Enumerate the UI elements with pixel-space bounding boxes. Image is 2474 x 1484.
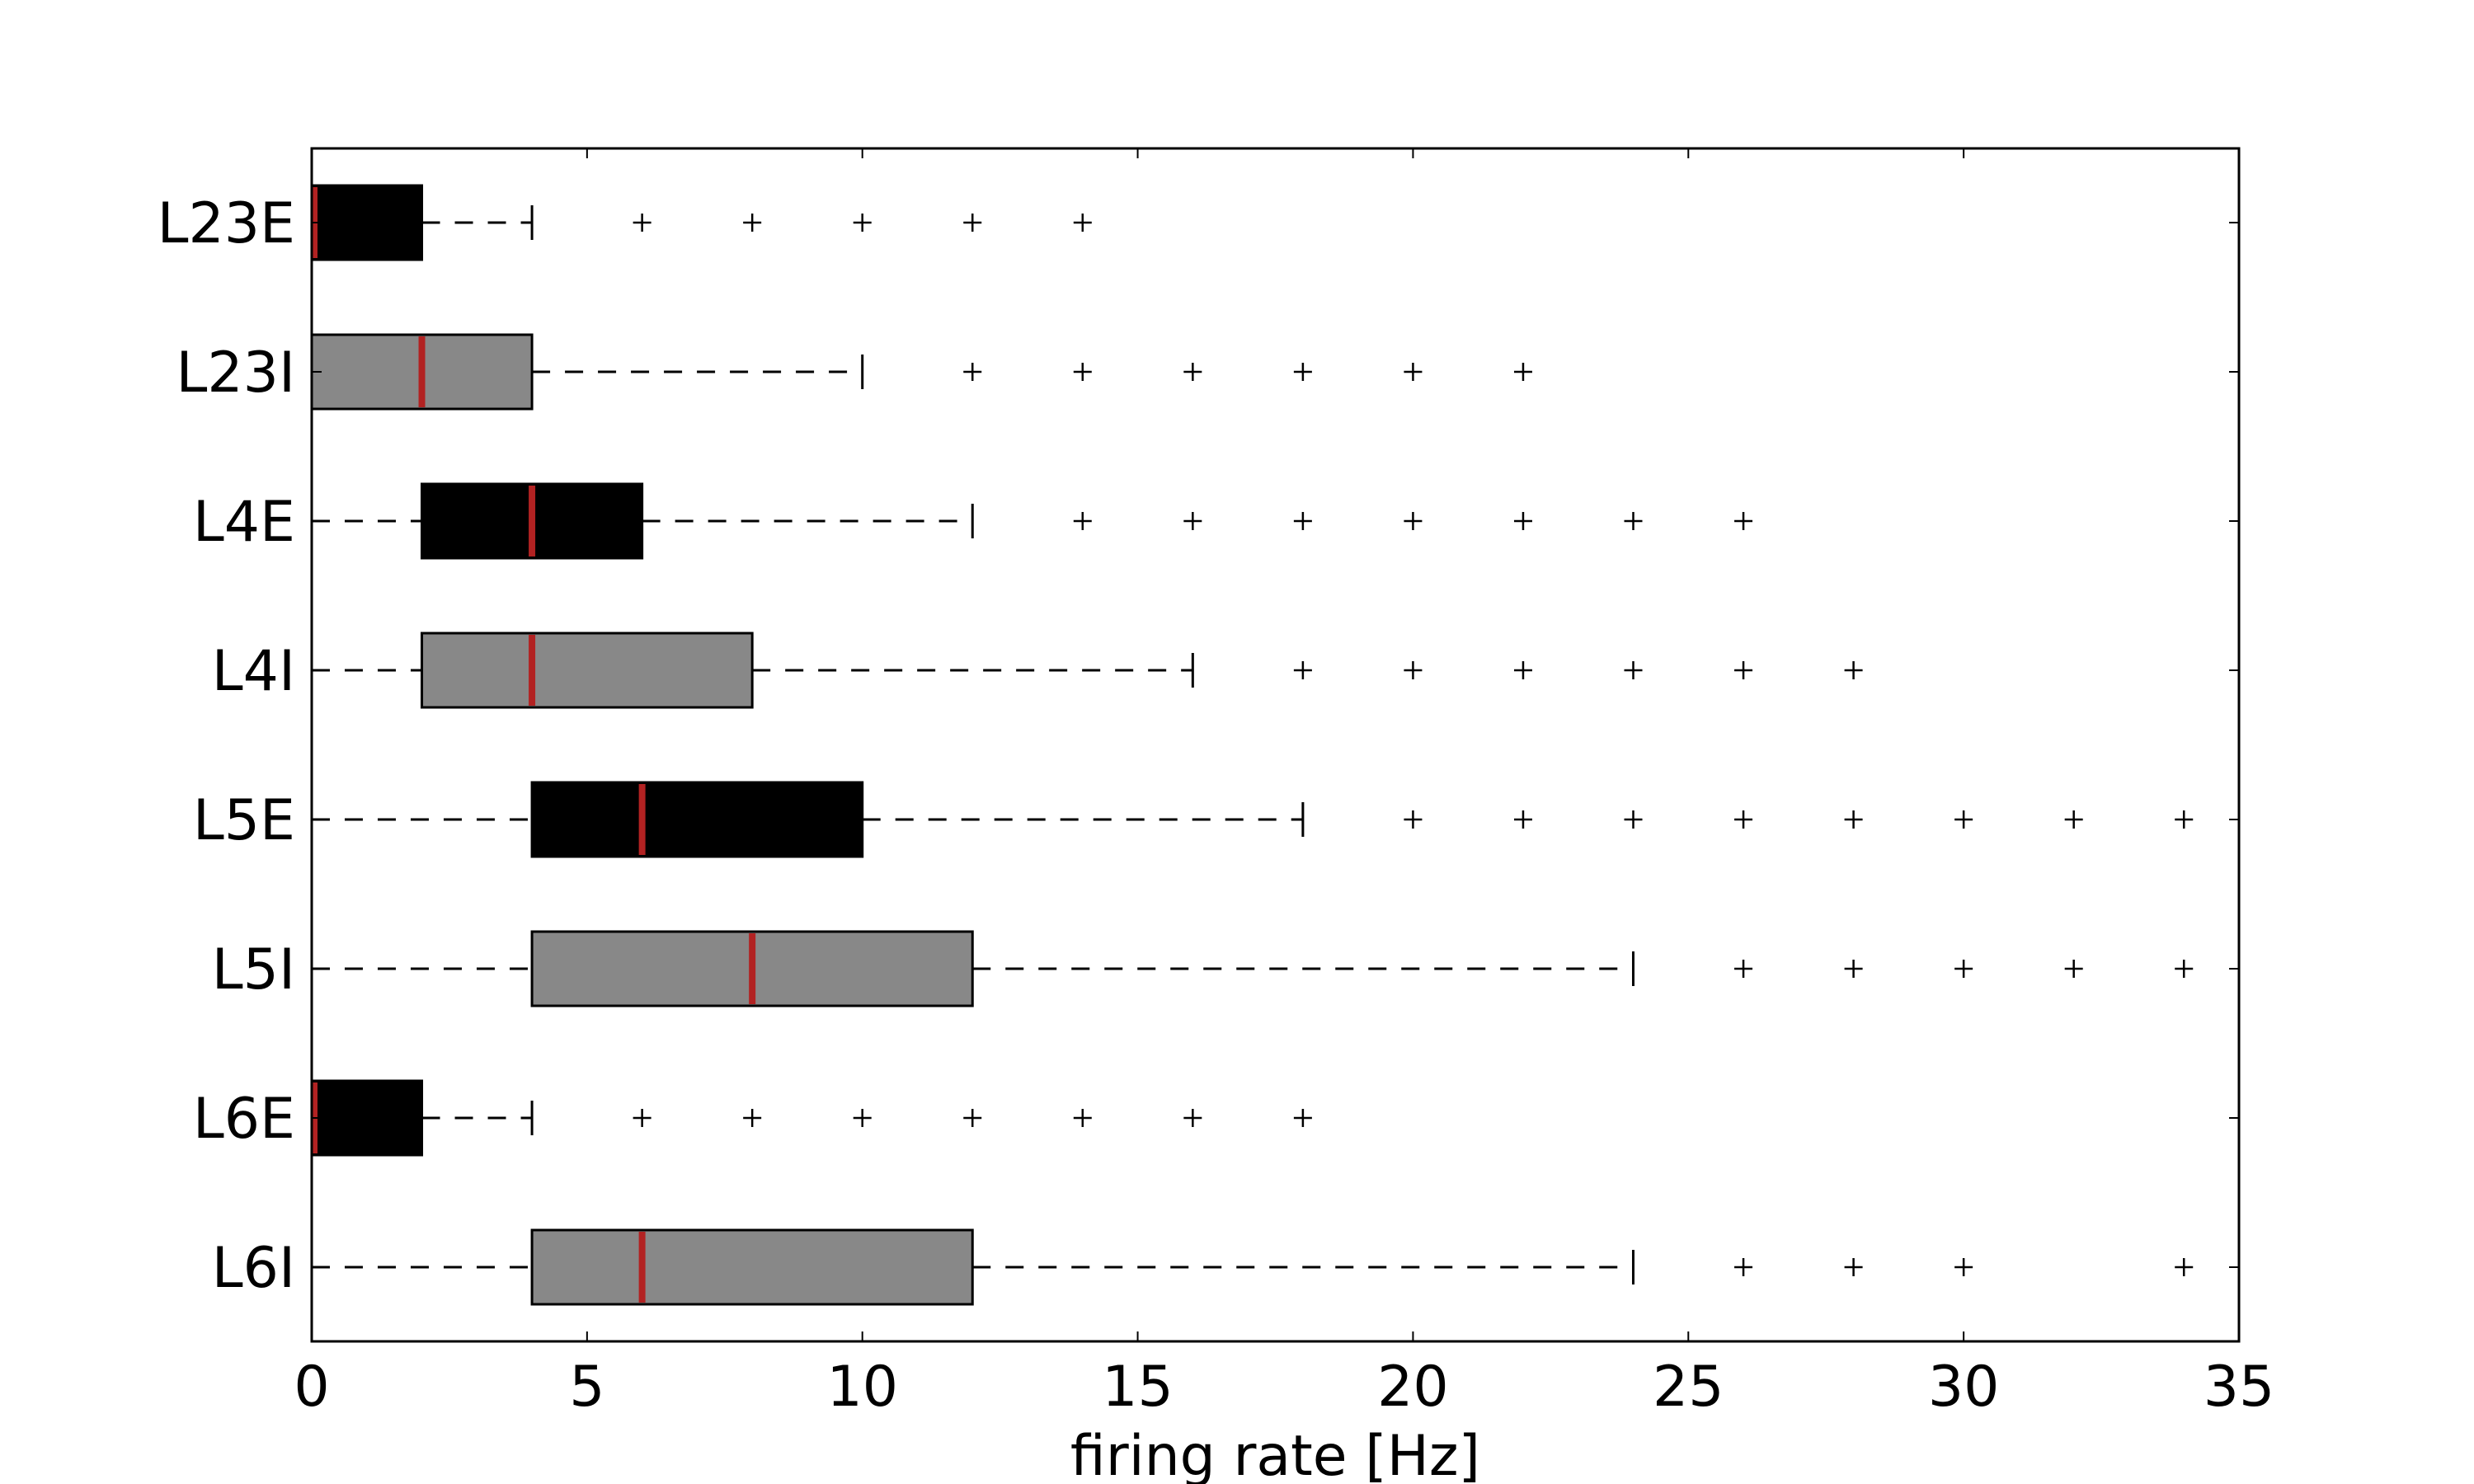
flier-point <box>2064 810 2083 829</box>
flier-point <box>2175 960 2194 978</box>
flier-point <box>1183 512 1202 530</box>
x-tick-label: 25 <box>1653 1355 1724 1420</box>
flier-point <box>633 214 651 232</box>
box-row-l4e <box>310 482 1753 560</box>
flier-point <box>1954 960 1973 978</box>
plot-area <box>310 184 2194 1306</box>
flier-point <box>1844 960 1863 978</box>
flier-point <box>1183 363 1202 381</box>
x-tick-label: 15 <box>1102 1355 1174 1420</box>
box-row-l23e <box>310 184 1092 261</box>
flier-point <box>2175 1258 2194 1276</box>
flier-point <box>1404 512 1423 530</box>
flier-point <box>1404 810 1423 829</box>
flier-point <box>1293 363 1312 381</box>
x-tick-label: 0 <box>294 1355 329 1420</box>
y-tick-label: L4I <box>212 639 295 704</box>
x-tick-label: 35 <box>2204 1355 2275 1420</box>
flier-point <box>1293 512 1312 530</box>
flier-point <box>1293 1109 1312 1127</box>
flier-point <box>1624 512 1643 530</box>
flier-point <box>1404 661 1423 679</box>
flier-point <box>1513 810 1532 829</box>
y-tick-label: L23E <box>158 191 295 256</box>
flier-point <box>1073 512 1092 530</box>
flier-point <box>1844 661 1863 679</box>
flier-point <box>963 363 982 381</box>
box-row-l5e <box>310 781 2194 858</box>
flier-point <box>1073 214 1092 232</box>
y-tick-label: L5I <box>212 937 295 1003</box>
y-tick-label: L6E <box>193 1087 295 1152</box>
flier-point <box>853 214 872 232</box>
y-tick-label: L4E <box>193 490 295 555</box>
iqr-box <box>530 1228 974 1306</box>
flier-point <box>1293 661 1312 679</box>
flier-point <box>1624 810 1643 829</box>
flier-point <box>1844 810 1863 829</box>
flier-point <box>1073 363 1092 381</box>
box-row-l6e <box>310 1079 1312 1157</box>
flier-point <box>1513 661 1532 679</box>
iqr-box <box>530 781 864 858</box>
x-axis-label: firing rate [Hz] <box>1070 1424 1480 1484</box>
flier-point <box>1954 1258 1973 1276</box>
y-tick-label: L6I <box>212 1236 295 1301</box>
x-tick-label: 10 <box>826 1355 898 1420</box>
flier-point <box>853 1109 872 1127</box>
iqr-box <box>310 1079 424 1157</box>
flier-point <box>1183 1109 1202 1127</box>
flier-point <box>2175 810 2194 829</box>
flier-point <box>1844 1258 1863 1276</box>
y-tick-label: L5E <box>193 788 295 853</box>
flier-point <box>963 1109 982 1127</box>
flier-point <box>2064 960 2083 978</box>
flier-point <box>1404 363 1423 381</box>
x-tick-label: 5 <box>569 1355 604 1420</box>
box-row-l5i <box>310 930 2194 1007</box>
flier-point <box>1734 960 1753 978</box>
flier-point <box>1734 810 1753 829</box>
iqr-box <box>421 632 754 709</box>
box-row-l6i <box>310 1228 2194 1306</box>
flier-point <box>1073 1109 1092 1127</box>
flier-point <box>1734 661 1753 679</box>
x-tick-label: 30 <box>1928 1355 2000 1420</box>
flier-point <box>1624 661 1643 679</box>
axes-frame <box>310 147 2241 1343</box>
box-row-l23i <box>310 333 1532 411</box>
flier-point <box>1954 810 1973 829</box>
x-tick-label: 20 <box>1377 1355 1449 1420</box>
flier-point <box>1734 512 1753 530</box>
box-row-l4i <box>310 632 1863 709</box>
y-tick-label: L23I <box>176 340 295 406</box>
flier-point <box>1513 363 1532 381</box>
iqr-box <box>310 184 424 261</box>
flier-point <box>743 214 762 232</box>
flier-point <box>1513 512 1532 530</box>
flier-point <box>633 1109 651 1127</box>
flier-point <box>963 214 982 232</box>
flier-point <box>1734 1258 1753 1276</box>
flier-point <box>743 1109 762 1127</box>
